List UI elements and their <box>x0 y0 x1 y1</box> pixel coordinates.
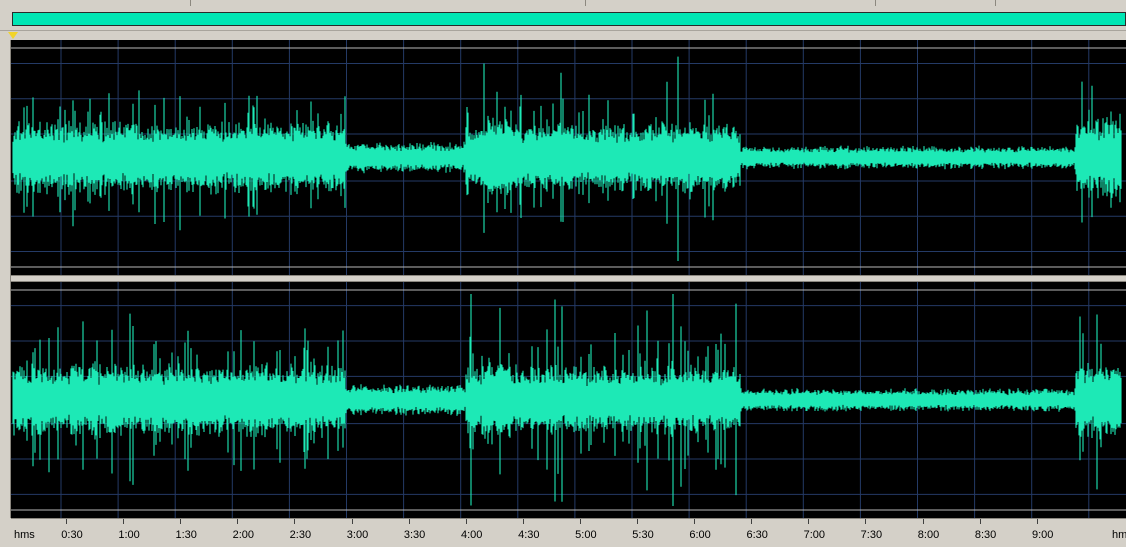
time-tick-mark <box>351 519 353 524</box>
waveform-top-svg <box>11 40 1126 275</box>
channel-top[interactable] <box>11 40 1126 275</box>
time-tick-label: 9:00 <box>1031 529 1054 541</box>
time-tick-label: 1:30 <box>175 529 197 541</box>
time-tick-mark <box>180 519 182 524</box>
time-tick-mark <box>694 519 696 524</box>
time-tick-mark <box>66 519 67 524</box>
overview-tick <box>995 0 996 6</box>
time-tick-mark <box>465 519 467 524</box>
overview-tick <box>875 0 876 6</box>
waveform-bottom-svg <box>11 282 1126 518</box>
time-tick-label: 6:30 <box>746 529 768 541</box>
overview-bar-panel <box>0 0 1126 31</box>
time-tick-mark <box>637 519 638 524</box>
time-tick-mark <box>865 519 867 524</box>
time-tick-label: 3:30 <box>403 529 426 541</box>
time-tick-label: 2:00 <box>232 529 255 541</box>
overview-tick <box>190 0 191 6</box>
waveform-display[interactable] <box>11 40 1126 518</box>
time-tick-label: 3:00 <box>346 529 369 541</box>
time-tick-mark <box>522 519 524 524</box>
overview-range-bar[interactable] <box>12 12 1126 26</box>
time-tick-mark <box>751 519 753 524</box>
time-tick-label: 8:30 <box>974 529 997 541</box>
cursor-triangle-icon[interactable] <box>8 32 18 39</box>
time-unit-left: hms <box>14 529 35 541</box>
time-tick-label: 4:00 <box>460 529 483 541</box>
time-tick-label: 6:00 <box>689 529 711 541</box>
waveform-trace <box>12 294 1122 506</box>
overview-tick <box>585 0 586 6</box>
time-tick-mark <box>579 519 581 524</box>
time-tick-mark <box>408 519 410 524</box>
time-ruler[interactable]: hms hms 0:30 1:00 1:30 2:00 2:30 3:00 3:30 4:00… <box>11 518 1126 547</box>
time-tick-mark <box>808 519 810 524</box>
amplitude-ruler <box>0 40 11 518</box>
time-tick-label: 1:00 <box>118 529 140 541</box>
waveform-trace <box>12 56 1122 261</box>
time-tick-label: 8:00 <box>917 529 940 541</box>
channel-bottom[interactable] <box>11 282 1126 518</box>
time-tick-label: 7:00 <box>803 529 826 541</box>
time-tick-mark <box>294 519 296 524</box>
time-tick-mark <box>237 519 239 524</box>
time-unit-right: hms <box>1112 529 1126 541</box>
time-tick-label: 4:30 <box>518 529 540 541</box>
time-tick-label: 7:30 <box>860 529 883 541</box>
time-tick-mark <box>1036 519 1038 524</box>
time-tick-label: 5:00 <box>575 529 597 541</box>
time-tick-label: 0:30 <box>61 529 83 541</box>
time-tick-mark <box>979 519 981 524</box>
channel-divider <box>11 275 1126 282</box>
time-tick-mark <box>922 519 924 524</box>
time-tick-label: 2:30 <box>289 529 312 541</box>
time-tick-mark <box>123 519 125 524</box>
time-tick-label: 5:30 <box>632 529 654 541</box>
